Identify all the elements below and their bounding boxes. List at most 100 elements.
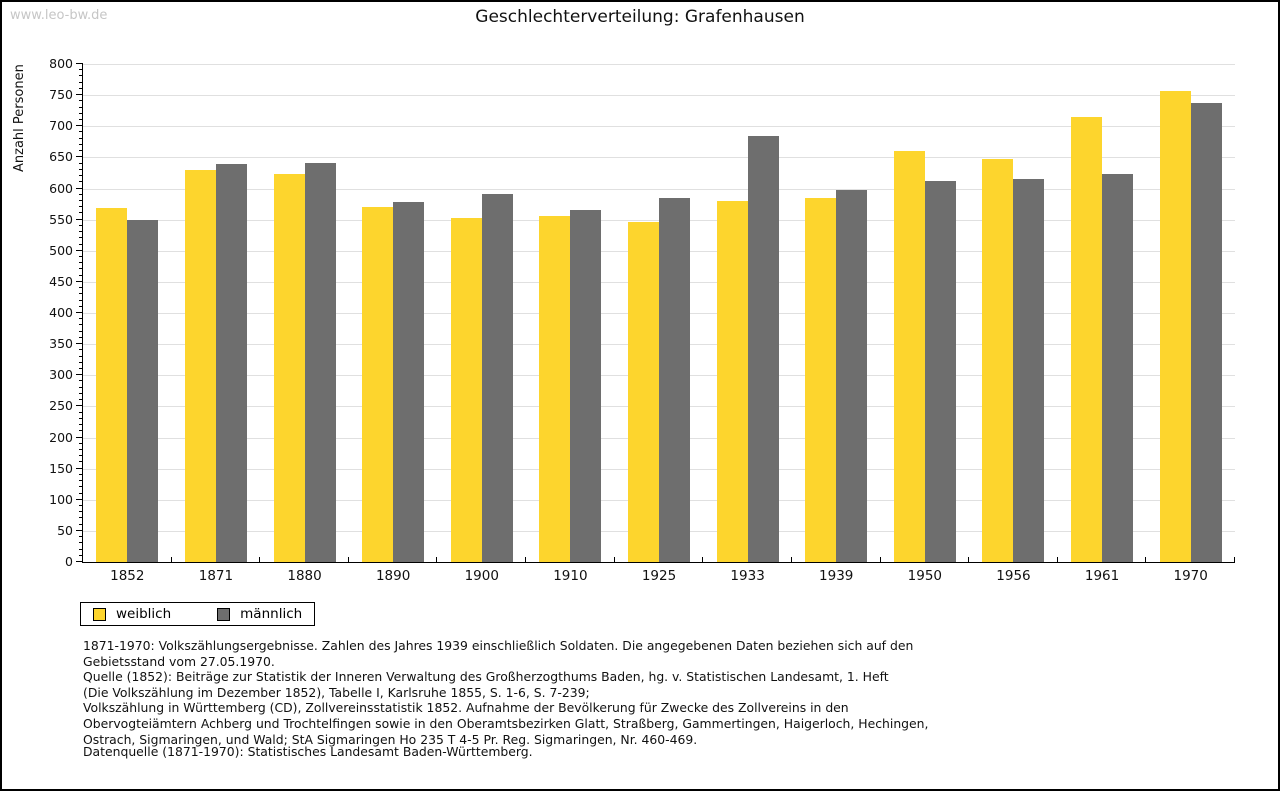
y-minor-tick-420 <box>79 299 83 301</box>
y-minor-tick-40 <box>79 536 83 538</box>
y-minor-tick-130 <box>79 480 83 482</box>
bar-weiblich-1910 <box>539 215 571 562</box>
x-boundary-tick-6 <box>613 557 615 562</box>
y-minor-tick-340 <box>79 349 83 351</box>
x-tick-label-1970: 1970 <box>1173 568 1208 584</box>
y-minor-tick-280 <box>79 386 83 388</box>
bar-weiblich-1880 <box>273 174 305 562</box>
y-minor-tick-410 <box>79 305 83 307</box>
bar-weiblich-1900 <box>450 218 482 562</box>
page-title: Geschlechterverteilung: Grafenhausen <box>475 7 805 27</box>
bar-männlich-1961 <box>1102 174 1134 562</box>
x-boundary-tick-12 <box>1145 557 1147 562</box>
y-minor-tick-120 <box>79 486 83 488</box>
y-minor-tick-210 <box>79 430 83 432</box>
y-minor-tick-430 <box>79 293 83 295</box>
y-tick-label-500: 500 <box>49 242 73 258</box>
y-minor-tick-680 <box>79 137 83 139</box>
x-tick-label-1961: 1961 <box>1084 568 1120 584</box>
y-major-tick-700 <box>76 125 83 127</box>
source-notes: 1871-1970: Volkszählungsergebnisse. Zahl… <box>83 638 929 747</box>
y-minor-tick-20 <box>79 548 83 550</box>
y-tick-label-300: 300 <box>49 367 73 383</box>
bar-weiblich-1950 <box>893 151 925 562</box>
x-tick-label-1950: 1950 <box>907 568 943 584</box>
y-tick-label-600: 600 <box>49 180 73 196</box>
x-boundary-tick-8 <box>790 557 792 562</box>
y-minor-tick-170 <box>79 455 83 457</box>
x-tick-label-1900: 1900 <box>464 568 499 584</box>
y-major-tick-150 <box>76 467 83 469</box>
bar-männlich-1933 <box>747 135 779 562</box>
gridline-600 <box>83 188 1235 190</box>
x-tick-label-1910: 1910 <box>553 568 588 584</box>
y-minor-tick-370 <box>79 330 83 332</box>
y-minor-tick-240 <box>79 411 83 413</box>
bar-weiblich-1925 <box>628 221 659 562</box>
y-tick-label-100: 100 <box>49 491 73 507</box>
y-minor-tick-540 <box>79 224 83 226</box>
y-minor-tick-330 <box>79 355 83 357</box>
y-minor-tick-660 <box>79 150 83 152</box>
x-boundary-tick-2 <box>259 557 261 562</box>
y-minor-tick-10 <box>79 554 83 556</box>
y-minor-tick-220 <box>79 424 83 426</box>
y-minor-tick-770 <box>79 81 83 83</box>
y-minor-tick-510 <box>79 243 83 245</box>
gridline-650 <box>83 157 1235 159</box>
x-boundary-tick-11 <box>1056 557 1058 562</box>
y-minor-tick-360 <box>79 336 83 338</box>
y-tick-label-0: 0 <box>65 554 73 569</box>
y-minor-tick-740 <box>79 100 83 102</box>
legend-label-weiblich: weiblich <box>116 606 172 622</box>
y-minor-tick-530 <box>79 231 83 233</box>
y-major-tick-100 <box>76 498 83 500</box>
bar-männlich-1900 <box>481 194 513 562</box>
y-minor-tick-620 <box>79 175 83 177</box>
y-minor-tick-480 <box>79 262 83 264</box>
y-tick-label-200: 200 <box>49 429 73 445</box>
y-axis-label: Anzahl Personen <box>12 64 27 172</box>
bar-männlich-1880 <box>304 162 336 562</box>
y-tick-label-400: 400 <box>49 305 73 320</box>
y-major-tick-450 <box>76 280 83 282</box>
y-major-tick-350 <box>76 343 83 345</box>
bar-männlich-1925 <box>659 197 690 562</box>
y-minor-tick-390 <box>79 318 83 320</box>
y-tick-label-650: 650 <box>49 149 73 165</box>
y-minor-tick-440 <box>79 287 83 289</box>
y-minor-tick-470 <box>79 268 83 270</box>
x-boundary-tick-3 <box>347 557 349 562</box>
y-minor-tick-230 <box>79 417 83 419</box>
x-tick-label-1880: 1880 <box>287 568 322 584</box>
bar-männlich-1939 <box>836 189 868 562</box>
y-minor-tick-560 <box>79 212 83 214</box>
y-minor-tick-270 <box>79 392 83 394</box>
gridline-700 <box>83 126 1235 128</box>
x-tick-label-1890: 1890 <box>375 568 411 584</box>
y-major-tick-400 <box>76 312 83 313</box>
bar-weiblich-1970 <box>1159 90 1191 562</box>
bar-weiblich-1961 <box>1071 116 1103 562</box>
bar-männlich-1950 <box>924 181 956 562</box>
y-minor-tick-570 <box>79 206 83 208</box>
y-minor-tick-710 <box>79 119 83 121</box>
bar-männlich-1970 <box>1190 103 1222 562</box>
x-boundary-tick-5 <box>525 557 527 562</box>
y-major-tick-800 <box>76 63 83 64</box>
y-major-tick-500 <box>76 249 83 251</box>
y-tick-label-450: 450 <box>49 273 73 289</box>
y-tick-label-550: 550 <box>49 211 73 227</box>
y-minor-tick-780 <box>79 75 83 77</box>
y-tick-label-250: 250 <box>49 398 73 414</box>
bar-weiblich-1852 <box>96 208 128 562</box>
bar-weiblich-1871 <box>184 169 216 562</box>
y-tick-label-150: 150 <box>49 460 73 476</box>
y-minor-tick-610 <box>79 181 83 183</box>
bar-männlich-1910 <box>570 209 602 562</box>
y-minor-tick-520 <box>79 237 83 239</box>
x-boundary-tick-7 <box>702 557 704 562</box>
x-boundary-tick-13 <box>1234 557 1235 562</box>
watermark: www.leo-bw.de <box>10 8 108 23</box>
